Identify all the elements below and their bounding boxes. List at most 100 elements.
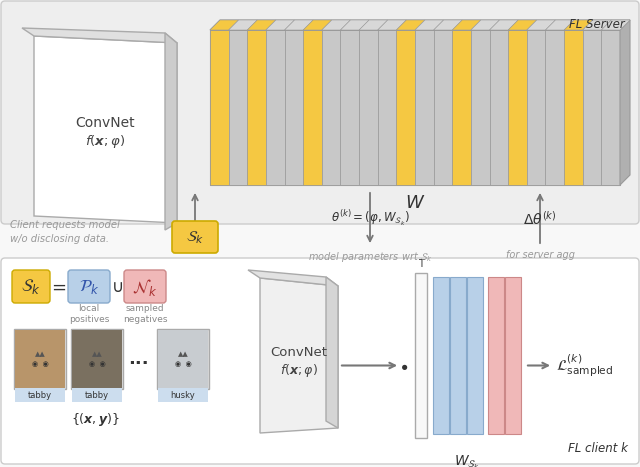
Text: ◉  ◉: ◉ ◉ [31,361,49,367]
Bar [210,30,228,185]
Text: FL client k: FL client k [568,442,628,455]
Bar [285,30,303,185]
Bar [415,30,434,185]
Polygon shape [210,20,630,30]
Polygon shape [248,270,338,286]
Bar [158,388,208,402]
Bar [15,388,65,402]
FancyBboxPatch shape [12,270,50,303]
FancyBboxPatch shape [124,270,166,303]
Bar [490,30,508,185]
Polygon shape [415,20,444,30]
Text: husky: husky [171,390,195,399]
Text: $\mathcal{S}_k$: $\mathcal{S}_k$ [186,230,204,247]
Bar [508,30,527,185]
Polygon shape [527,20,556,30]
Polygon shape [471,20,500,30]
Text: $\bullet$: $\bullet$ [398,356,408,375]
Text: model parameters wrt $\mathcal{S}_k$: model parameters wrt $\mathcal{S}_k$ [308,250,432,264]
Text: T: T [418,259,424,269]
Polygon shape [210,20,239,30]
Polygon shape [452,20,481,30]
Polygon shape [490,20,518,30]
Text: $f(\boldsymbol{x};\varphi)$: $f(\boldsymbol{x};\varphi)$ [280,362,318,379]
Polygon shape [508,20,537,30]
Polygon shape [260,278,338,433]
Polygon shape [228,20,257,30]
Text: for server agg: for server agg [506,250,575,260]
Text: FL Server: FL Server [569,18,625,31]
Text: $W_{\mathcal{S}_k}$: $W_{\mathcal{S}_k}$ [454,454,481,467]
Bar [471,30,490,185]
Bar [505,277,521,434]
Text: $\mathcal{N}_k$: $\mathcal{N}_k$ [132,276,157,297]
Text: tabby: tabby [85,390,109,399]
Text: $\cup$: $\cup$ [111,278,123,296]
Bar [527,30,545,185]
Text: local
positives: local positives [69,304,109,324]
Polygon shape [583,20,611,30]
Bar [359,30,378,185]
Bar [247,30,266,185]
Bar [266,30,285,185]
Polygon shape [165,33,177,230]
Polygon shape [326,277,338,428]
Text: ◉  ◉: ◉ ◉ [88,361,106,367]
Text: ConvNet: ConvNet [75,116,135,130]
Bar [583,30,602,185]
Polygon shape [340,20,369,30]
FancyBboxPatch shape [1,1,639,224]
Polygon shape [285,20,313,30]
Polygon shape [22,28,177,43]
Bar [72,330,122,388]
Text: tabby: tabby [28,390,52,399]
Bar [340,30,359,185]
Polygon shape [247,20,276,30]
Bar [433,277,449,434]
Polygon shape [396,20,425,30]
Polygon shape [545,20,574,30]
Text: $=$: $=$ [48,278,67,296]
Text: $f(\boldsymbol{x};\varphi)$: $f(\boldsymbol{x};\varphi)$ [85,133,125,149]
Bar [14,329,66,389]
Text: ▲▲: ▲▲ [178,351,188,357]
Polygon shape [303,20,332,30]
Bar [602,30,620,185]
Bar [228,30,247,185]
Bar [415,273,427,438]
Bar [378,30,396,185]
Polygon shape [322,20,351,30]
Text: ConvNet: ConvNet [271,346,328,359]
Text: sampled
negatives: sampled negatives [123,304,167,324]
Bar [396,30,415,185]
Text: $\mathcal{P}_k$: $\mathcal{P}_k$ [79,278,99,296]
Text: ▲▲: ▲▲ [35,351,45,357]
Text: ◉  ◉: ◉ ◉ [175,361,191,367]
Text: $\{(\boldsymbol{x}, \boldsymbol{y})\}$: $\{(\boldsymbol{x}, \boldsymbol{y})\}$ [70,411,120,428]
Text: $\mathcal{S}_k$: $\mathcal{S}_k$ [21,277,41,297]
Polygon shape [434,20,462,30]
Bar [71,329,123,389]
Bar [545,30,564,185]
Bar [450,277,466,434]
Bar [488,277,504,434]
FancyBboxPatch shape [68,270,110,303]
FancyBboxPatch shape [172,221,218,253]
Polygon shape [602,20,630,30]
Bar [158,330,208,388]
Polygon shape [620,20,630,185]
Text: Client requests model
w/o disclosing data.: Client requests model w/o disclosing dat… [10,220,120,244]
Text: ...: ... [128,350,148,368]
Text: ▲▲: ▲▲ [92,351,102,357]
Text: $\mathcal{L}_{\mathrm{sampled}}^{(k)}$: $\mathcal{L}_{\mathrm{sampled}}^{(k)}$ [556,352,613,379]
Bar [467,277,483,434]
Polygon shape [378,20,406,30]
Polygon shape [34,36,177,223]
Bar [210,30,620,185]
FancyBboxPatch shape [1,258,639,464]
Polygon shape [564,20,593,30]
Text: $\Delta\theta^{(k)}$: $\Delta\theta^{(k)}$ [524,210,557,228]
Bar [72,388,122,402]
Bar [15,330,65,388]
Text: $\theta^{(k)} = (\varphi, W_{\mathcal{S}_k})$: $\theta^{(k)} = (\varphi, W_{\mathcal{S}… [331,209,410,228]
